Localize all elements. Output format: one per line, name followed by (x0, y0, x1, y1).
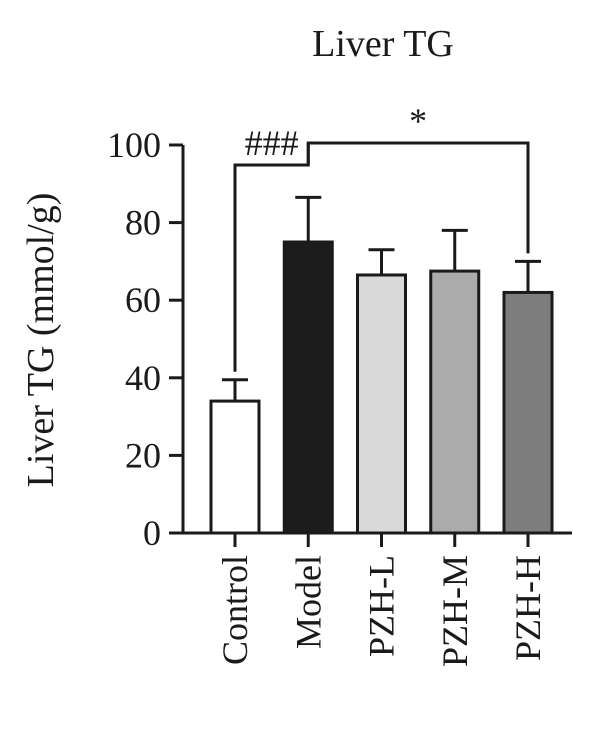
y-tick-label: 0 (143, 513, 161, 553)
y-tick-label: 80 (125, 203, 161, 243)
significance-label: * (409, 101, 427, 141)
bar-model (282, 240, 334, 535)
error-bars (222, 195, 541, 402)
x-tick-label: Control (215, 555, 255, 665)
y-ticks: 0 20 40 60 80 100 (107, 125, 183, 553)
bar-pzh-l (356, 273, 407, 535)
y-tick-label: 40 (125, 358, 161, 398)
x-tick-label: Model (288, 555, 328, 649)
bars (209, 240, 554, 535)
bar-pzh-h (502, 290, 554, 535)
x-tick-label: PZH-L (362, 555, 402, 657)
x-ticks: Control Model PZH-L PZH-M PZH-H (215, 533, 548, 667)
chart-title: Liver TG (312, 23, 454, 65)
bar-control (209, 399, 261, 535)
y-axis-label: Liver TG (mmol/g) (20, 193, 62, 488)
y-tick-label: 20 (125, 435, 161, 475)
significance-bracket (306, 141, 530, 254)
x-tick-label: PZH-M (435, 555, 475, 667)
x-tick-label: PZH-H (508, 555, 548, 661)
bar-pzh-m (429, 269, 481, 535)
significance-label: ### (245, 123, 299, 163)
y-tick-label: 100 (107, 125, 161, 165)
significance-annotations: ### * (233, 101, 530, 372)
y-tick-label: 60 (125, 280, 161, 320)
